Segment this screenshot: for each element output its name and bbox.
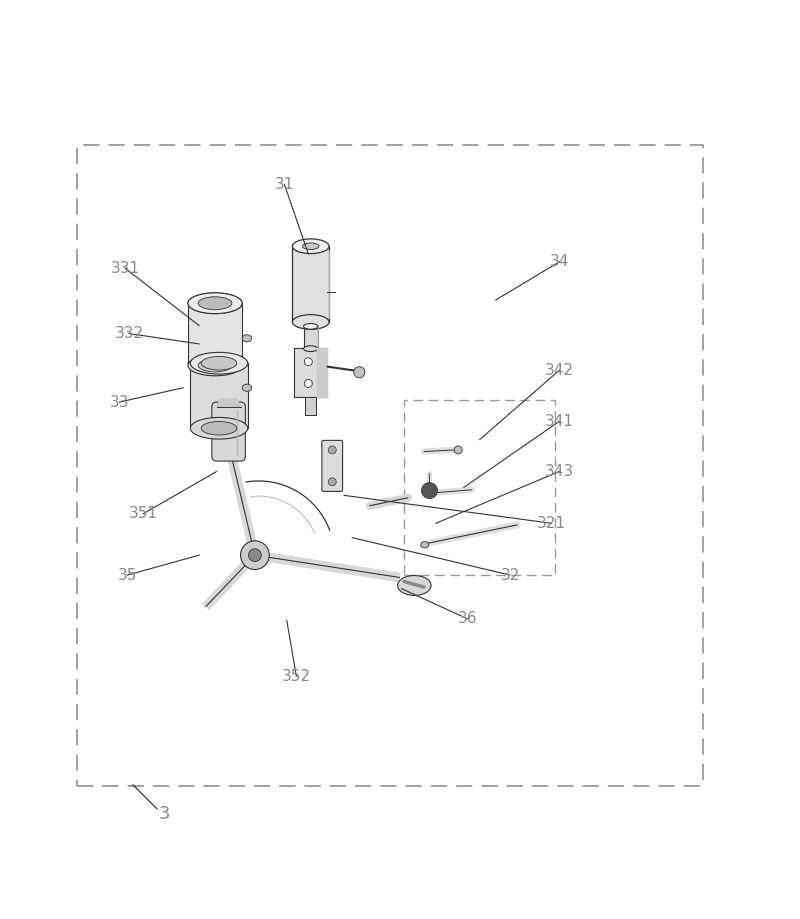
FancyBboxPatch shape [188,303,242,366]
Text: 33: 33 [110,394,129,410]
Ellipse shape [202,422,237,435]
Text: 352: 352 [282,669,311,684]
Ellipse shape [454,446,462,454]
FancyBboxPatch shape [294,348,327,397]
Ellipse shape [242,335,252,342]
Text: 351: 351 [129,506,158,521]
Circle shape [328,446,336,454]
Circle shape [304,380,312,388]
Ellipse shape [188,355,242,376]
Text: 343: 343 [545,464,574,479]
Polygon shape [318,348,327,397]
FancyBboxPatch shape [190,363,248,428]
Ellipse shape [398,575,431,596]
Text: 35: 35 [118,568,137,583]
Text: 321: 321 [537,516,566,531]
Text: 3: 3 [159,805,170,823]
Polygon shape [217,399,241,407]
Circle shape [304,357,312,366]
Circle shape [422,482,438,499]
Ellipse shape [242,384,252,391]
Text: 332: 332 [114,326,143,341]
Circle shape [249,549,262,562]
Text: 32: 32 [500,568,520,583]
Ellipse shape [292,239,329,254]
Circle shape [241,540,270,570]
Ellipse shape [190,417,248,439]
Circle shape [354,367,365,378]
Text: 34: 34 [550,255,569,269]
Ellipse shape [303,323,318,329]
Ellipse shape [198,359,232,372]
FancyBboxPatch shape [303,326,318,348]
Ellipse shape [188,293,242,313]
Text: 36: 36 [458,611,478,627]
Ellipse shape [202,357,237,370]
Ellipse shape [190,352,248,374]
Circle shape [328,478,336,486]
Ellipse shape [302,243,319,250]
Text: 31: 31 [274,177,294,192]
FancyBboxPatch shape [212,403,246,461]
Ellipse shape [303,346,318,352]
FancyBboxPatch shape [292,246,329,322]
Text: 342: 342 [545,363,574,378]
FancyBboxPatch shape [305,397,316,414]
Ellipse shape [421,541,429,548]
FancyBboxPatch shape [322,440,342,492]
Ellipse shape [292,314,329,329]
Ellipse shape [198,297,232,310]
Ellipse shape [188,293,242,313]
Text: 331: 331 [110,261,139,276]
Text: 341: 341 [545,414,574,429]
